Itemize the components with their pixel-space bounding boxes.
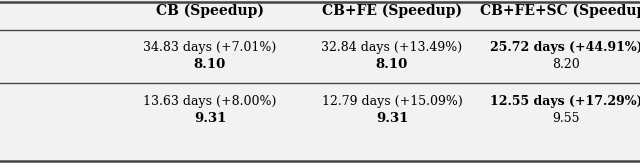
Text: 12.79 days (+15.09%): 12.79 days (+15.09%)	[322, 95, 462, 108]
Text: 8.10: 8.10	[194, 59, 226, 72]
Text: 9.31: 9.31	[194, 112, 226, 126]
Text: 8.20: 8.20	[552, 59, 580, 72]
Text: 25.72 days (+44.91%): 25.72 days (+44.91%)	[490, 40, 640, 53]
Text: 9.31: 9.31	[376, 112, 408, 126]
Text: 34.83 days (+7.01%): 34.83 days (+7.01%)	[143, 40, 276, 53]
Text: CB+FE+SC (Speedup): CB+FE+SC (Speedup)	[479, 4, 640, 18]
Text: CB+FE (Speedup): CB+FE (Speedup)	[322, 4, 462, 18]
Text: 13.63 days (+8.00%): 13.63 days (+8.00%)	[143, 95, 276, 108]
Text: 32.84 days (+13.49%): 32.84 days (+13.49%)	[321, 40, 463, 53]
Text: 12.55 days (+17.29%): 12.55 days (+17.29%)	[490, 95, 640, 108]
Text: 8.10: 8.10	[376, 59, 408, 72]
Text: CB (Speedup): CB (Speedup)	[156, 4, 264, 18]
Text: 9.55: 9.55	[552, 112, 580, 126]
